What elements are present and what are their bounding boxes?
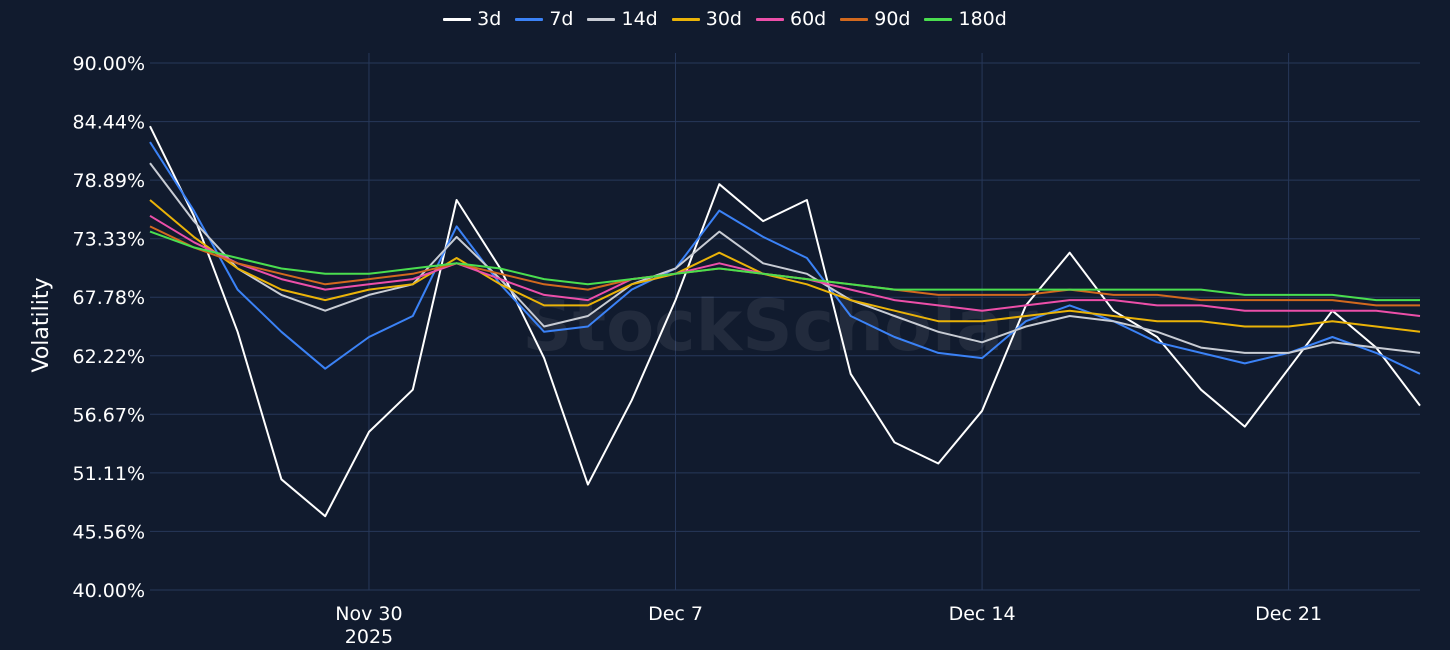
legend-label: 3d <box>477 8 502 30</box>
y-tick-label: 67.78% <box>73 287 145 309</box>
legend-item-3d[interactable]: 3d <box>443 6 501 32</box>
x-tick-label: Nov 30 <box>335 603 402 625</box>
series-line-14d <box>149 162 1421 354</box>
x-tick-label: Dec 7 <box>648 603 703 625</box>
legend-swatch <box>443 17 472 21</box>
x-tick-sublabel: 2025 <box>345 626 393 648</box>
series-line-3d <box>149 125 1421 518</box>
y-axis-title: Volatility <box>29 277 54 372</box>
series-line-30d <box>149 199 1421 333</box>
y-tick-label: 45.56% <box>73 521 145 543</box>
legend-label: 14d <box>621 8 658 30</box>
legend-item-7d[interactable]: 7d <box>515 6 573 32</box>
legend-swatch <box>671 17 700 21</box>
series-line-180d <box>149 230 1420 302</box>
y-tick-label: 73.33% <box>73 229 145 251</box>
legend-item-60d[interactable]: 60d <box>755 6 827 32</box>
legend-item-14d[interactable]: 14d <box>587 6 658 32</box>
legend-label: 90d <box>874 8 911 30</box>
legend-label: 30d <box>705 8 742 30</box>
y-axis-ticks: 40.00% 45.56% 51.11% 56.67% 62.22% 67.78% 73.3… <box>73 53 145 602</box>
legend-item-90d[interactable]: 90d <box>840 6 910 32</box>
y-tick-label: 56.67% <box>73 404 145 426</box>
x-tick-label: Dec 14 <box>949 603 1016 625</box>
legend-label: 60d <box>789 8 827 30</box>
x-tick-label: Dec 21 <box>1255 603 1322 625</box>
legend-swatch <box>840 17 869 21</box>
y-tick-label: 90.00% <box>73 53 145 75</box>
legend: 3d 7d 14d 30d 60d 90d 180d <box>0 6 1450 32</box>
series-lines <box>149 125 1421 518</box>
grid <box>150 53 1420 591</box>
legend-label: 180d <box>958 8 1007 30</box>
watermark: StockScholar <box>522 285 1038 367</box>
legend-item-180d[interactable]: 180d <box>924 6 1007 32</box>
legend-swatch <box>515 17 544 21</box>
y-tick-label: 40.00% <box>73 580 145 602</box>
legend-swatch <box>924 17 953 21</box>
series-line-7d <box>149 141 1421 375</box>
legend-item-30d[interactable]: 30d <box>671 6 742 32</box>
y-tick-label: 84.44% <box>73 112 145 134</box>
y-tick-label: 78.89% <box>73 170 145 192</box>
y-tick-label: 62.22% <box>73 346 145 368</box>
y-tick-label: 51.11% <box>73 463 145 485</box>
legend-swatch <box>587 17 616 21</box>
legend-label: 7d <box>549 8 574 30</box>
legend-swatch <box>755 17 784 21</box>
